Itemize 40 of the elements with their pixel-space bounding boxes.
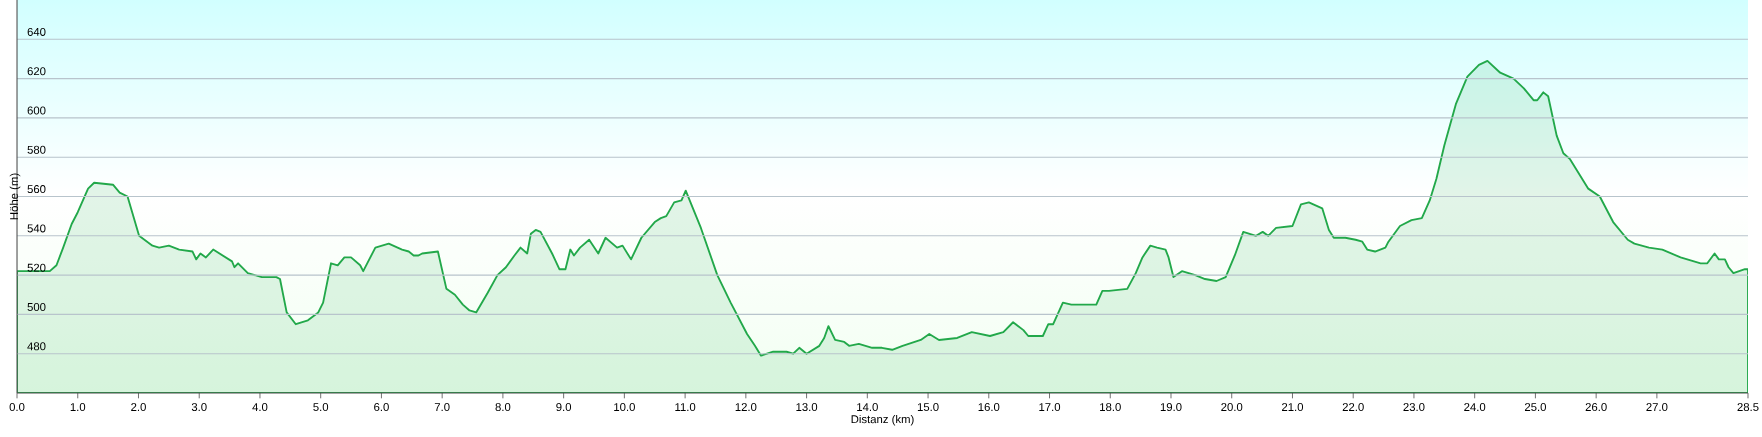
x-tick-label: 9.0 — [556, 403, 572, 412]
x-tick-label: 26.0 — [1585, 403, 1607, 412]
x-tick-label: 15.0 — [917, 403, 939, 412]
x-tick-label: 14.0 — [857, 403, 878, 412]
x-tick-label: 8.0 — [495, 403, 511, 412]
x-tick-label: 21.0 — [1282, 403, 1304, 412]
y-tick-label: 580 — [27, 145, 46, 154]
y-axis-title: Höhe (m) — [9, 173, 21, 220]
x-tick-label: 24.0 — [1464, 403, 1486, 412]
x-tick-label: 12.0 — [735, 403, 757, 412]
x-tick-label: 23.0 — [1403, 403, 1425, 412]
x-tick-label: 2.0 — [131, 403, 146, 412]
x-tick-label: 25.0 — [1524, 403, 1546, 412]
y-tick-label: 500 — [27, 303, 46, 312]
x-tick-label: 6.0 — [374, 403, 389, 412]
x-tick-label: 28.5 — [1737, 403, 1759, 412]
y-tick-label: 640 — [27, 27, 46, 36]
x-tick-label: 3.0 — [191, 403, 207, 412]
y-tick-label: 540 — [27, 224, 46, 233]
x-tick-label: 13.0 — [796, 403, 818, 412]
y-tick-label: 600 — [27, 106, 46, 115]
x-tick-label: 7.0 — [434, 403, 450, 412]
x-tick-label: 22.0 — [1342, 403, 1364, 412]
x-axis-title: Distanz (km) — [851, 414, 914, 426]
x-tick-label: 10.0 — [614, 403, 635, 412]
x-tick-label: 5.0 — [313, 403, 329, 412]
x-tick-label: 11.0 — [675, 403, 696, 412]
x-tick-label: 1.0 — [70, 403, 86, 412]
x-tick-label: 27.0 — [1646, 403, 1668, 412]
x-tick-label: 0.0 — [9, 403, 25, 412]
y-tick-label: 620 — [27, 67, 46, 76]
x-tick-label: 16.0 — [978, 403, 1000, 412]
x-tick-label: 17.0 — [1039, 403, 1061, 412]
x-tick-label: 4.0 — [252, 403, 268, 412]
x-tick-label: 20.0 — [1221, 403, 1243, 412]
y-tick-label: 520 — [27, 263, 46, 272]
x-tick-label: 19.0 — [1160, 403, 1182, 412]
x-tick-label: 18.0 — [1100, 403, 1121, 412]
y-tick-label: 560 — [27, 185, 46, 194]
y-tick-label: 480 — [27, 342, 46, 351]
